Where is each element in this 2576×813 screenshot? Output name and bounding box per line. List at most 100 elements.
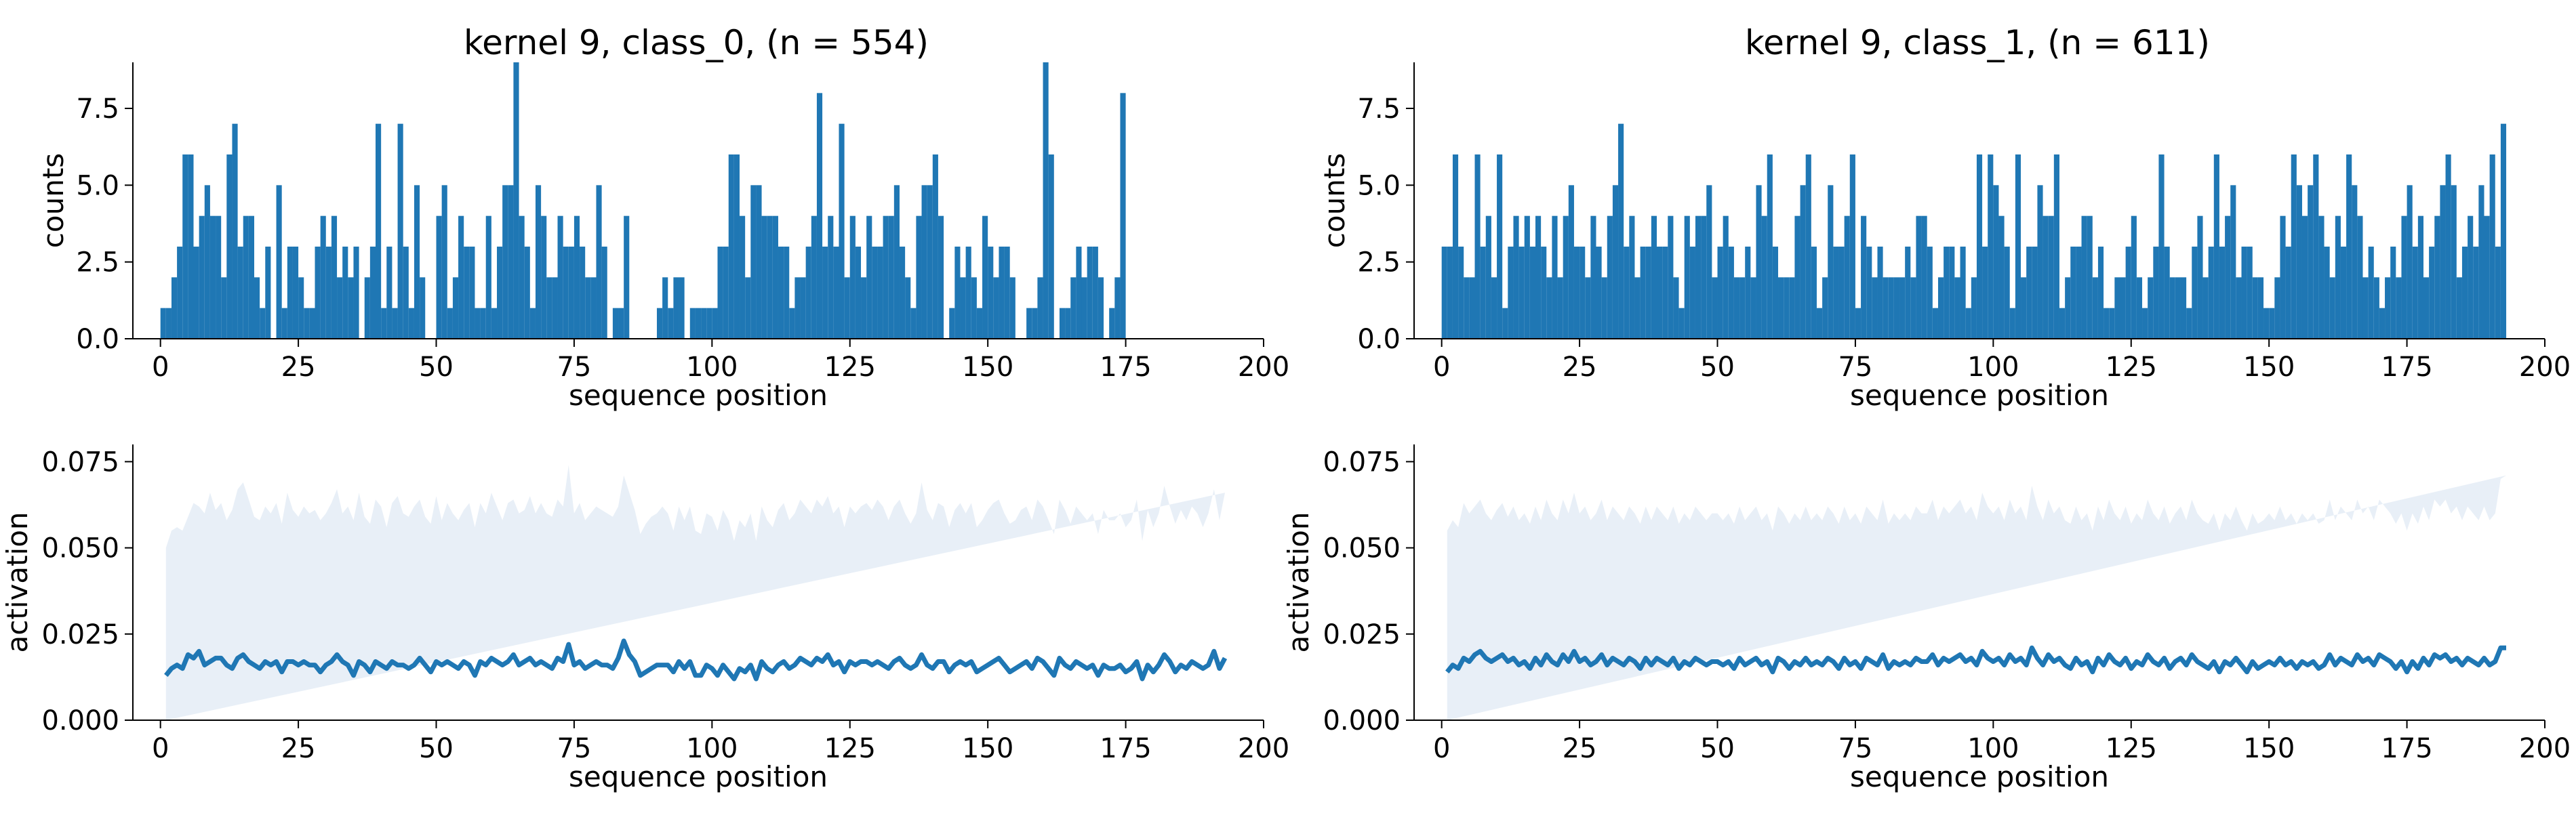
bar: [965, 247, 971, 339]
bar: [2213, 154, 2219, 339]
bar: [580, 247, 586, 339]
bar: [1822, 277, 1828, 339]
bar: [485, 215, 491, 339]
activation-line: [1445, 645, 2506, 675]
x-axis-label: sequence position: [569, 379, 828, 412]
bar: [403, 247, 409, 339]
bar: [497, 247, 503, 339]
bar: [833, 247, 839, 339]
histogram-class-0: 0 25 50 75 100 125 150 175 200 0.0 2.5 5.0 7.5 sequen…: [37, 62, 1289, 412]
bar: [2385, 277, 2391, 339]
bar: [1789, 277, 1795, 339]
bar: [2230, 185, 2236, 339]
y-tick-label: 2.5: [1357, 247, 1401, 278]
bar: [221, 277, 227, 339]
bar: [2065, 277, 2071, 339]
bar: [260, 308, 266, 339]
bar: [877, 247, 883, 339]
bar: [2412, 247, 2418, 339]
bar: [1469, 277, 1475, 339]
bar: [2478, 185, 2484, 339]
x-tick-label: 50: [1700, 733, 1735, 764]
bar: [1607, 215, 1613, 339]
bar: [2461, 247, 2468, 339]
bar: [2026, 247, 2032, 339]
bar: [475, 308, 481, 339]
bar: [325, 247, 331, 339]
bar: [612, 308, 619, 339]
bar: [2362, 277, 2369, 339]
bar: [2136, 277, 2143, 339]
bar: [2489, 154, 2495, 339]
bar: [2390, 247, 2396, 339]
bar: [441, 185, 447, 339]
bar: [414, 185, 420, 339]
bar: [2131, 215, 2137, 339]
bar: [2021, 277, 2027, 339]
bar: [1805, 154, 1811, 339]
bar: [1601, 277, 1607, 339]
bar: [811, 215, 817, 339]
bar: [1114, 277, 1121, 339]
bar: [1618, 123, 1624, 339]
bar: [1065, 308, 1071, 339]
bar: [2247, 247, 2253, 339]
bar: [1761, 215, 1767, 339]
x-tick-label: 100: [686, 352, 738, 383]
bar: [938, 215, 944, 339]
bar: [563, 247, 569, 339]
bar: [309, 308, 315, 339]
bar: [464, 247, 470, 339]
bar: [1971, 277, 1977, 339]
x-tick-label: 25: [1563, 733, 1597, 764]
bar: [557, 215, 563, 339]
bar: [226, 154, 233, 339]
bar: [805, 247, 811, 339]
bar: [2285, 247, 2291, 339]
bar: [298, 277, 304, 339]
bar: [2473, 247, 2479, 339]
bar: [800, 277, 806, 339]
bar: [2087, 215, 2093, 339]
bar: [893, 185, 900, 339]
bar: [971, 277, 977, 339]
y-tick-label: 7.5: [76, 93, 119, 125]
x-tick-label: 150: [2243, 733, 2295, 764]
bar: [458, 215, 464, 339]
bar: [1546, 277, 1552, 339]
bar: [673, 277, 679, 339]
bar: [1684, 215, 1690, 339]
bar: [315, 247, 321, 339]
bar: [910, 308, 917, 339]
bar: [844, 277, 850, 339]
y-tick-label: 0.050: [1323, 533, 1401, 564]
x-tick-label: 0: [152, 352, 169, 383]
bar: [988, 247, 994, 339]
bar: [679, 277, 685, 339]
bar: [2114, 277, 2120, 339]
bar: [2142, 308, 2148, 339]
bar: [1070, 277, 1076, 339]
bar: [1849, 154, 1855, 339]
x-tick-label: 0: [152, 733, 169, 764]
bar: [2186, 308, 2192, 339]
bar: [2301, 215, 2308, 339]
y-tick-label: 0.050: [41, 533, 119, 564]
bar: [1689, 247, 1695, 339]
bar: [1861, 215, 1867, 339]
bar: [1988, 154, 1994, 339]
bar: [728, 154, 734, 339]
bar: [447, 308, 453, 339]
bar: [2042, 215, 2049, 339]
bar: [573, 215, 580, 339]
bar: [822, 247, 828, 339]
bar: [193, 247, 199, 339]
bar: [740, 215, 746, 339]
bar: [1624, 247, 1630, 339]
x-tick-label: 0: [1433, 733, 1450, 764]
bar: [1944, 247, 1950, 339]
bar: [1976, 154, 1983, 339]
x-tick-label: 200: [2519, 733, 2571, 764]
bar: [397, 123, 403, 339]
bar: [2313, 154, 2319, 339]
